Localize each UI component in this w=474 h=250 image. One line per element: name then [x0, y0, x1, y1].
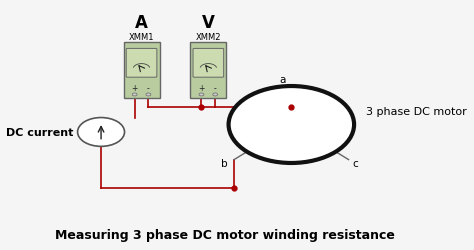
Text: V: V: [202, 14, 215, 32]
Text: c: c: [353, 159, 358, 169]
Text: +: +: [198, 84, 205, 92]
Text: 3 phase DC motor: 3 phase DC motor: [366, 106, 467, 117]
Text: b: b: [221, 159, 228, 169]
FancyBboxPatch shape: [124, 43, 160, 98]
Circle shape: [199, 94, 204, 96]
Text: XMM1: XMM1: [129, 33, 155, 42]
Text: DC current: DC current: [6, 128, 73, 138]
Text: A: A: [135, 14, 148, 32]
Text: a: a: [279, 74, 285, 84]
FancyBboxPatch shape: [126, 49, 157, 78]
Circle shape: [213, 94, 218, 96]
Circle shape: [78, 118, 125, 147]
Circle shape: [132, 94, 137, 96]
Text: +: +: [131, 84, 138, 92]
Circle shape: [228, 87, 354, 163]
Circle shape: [146, 94, 151, 96]
Text: -: -: [147, 84, 150, 92]
Text: XMM2: XMM2: [196, 33, 221, 42]
Text: -: -: [214, 84, 217, 92]
Text: Measuring 3 phase DC motor winding resistance: Measuring 3 phase DC motor winding resis…: [55, 228, 394, 241]
FancyBboxPatch shape: [193, 49, 224, 78]
FancyBboxPatch shape: [191, 43, 227, 98]
